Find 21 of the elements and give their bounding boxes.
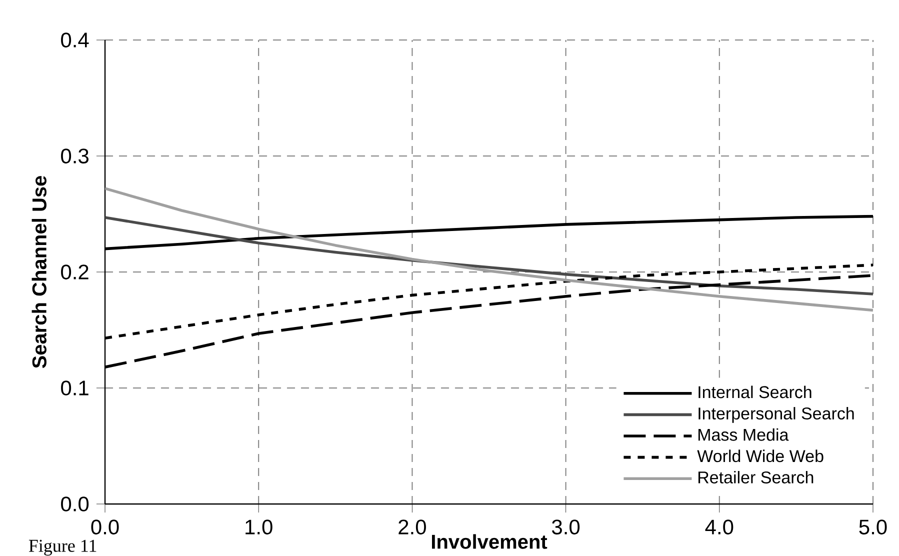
legend-label: Mass Media	[698, 428, 789, 441]
line-series	[105, 216, 873, 296]
x-axis-title: Involvement	[432, 534, 548, 549]
y-axis-title: Search Channel Use	[32, 176, 46, 368]
legend-label: Internal Search	[698, 386, 812, 398]
x-tick-label: 1.0	[246, 520, 272, 534]
y-tick-label: 0.1	[61, 380, 88, 396]
x-tick-label: 4.0	[705, 520, 734, 534]
x-tick-label: 5.0	[859, 520, 887, 534]
legend-label: Interpersonal Search	[698, 407, 854, 423]
x-tick-label: 3.0	[552, 520, 580, 534]
y-tick-label: 0.4	[61, 32, 89, 48]
x-tick-label: 2.0	[398, 520, 426, 534]
y-tick-label: 0.0	[61, 496, 89, 512]
legend-label: World Wide Web	[697, 450, 824, 462]
x-tick-label: 0.0	[91, 520, 119, 534]
legend-label: Retailer Search	[698, 470, 814, 484]
y-tick-label: 0.3	[61, 148, 88, 164]
line-series	[105, 187, 873, 312]
caption: Figure 11	[28, 540, 96, 556]
y-tick-label: 0.2	[61, 264, 88, 280]
